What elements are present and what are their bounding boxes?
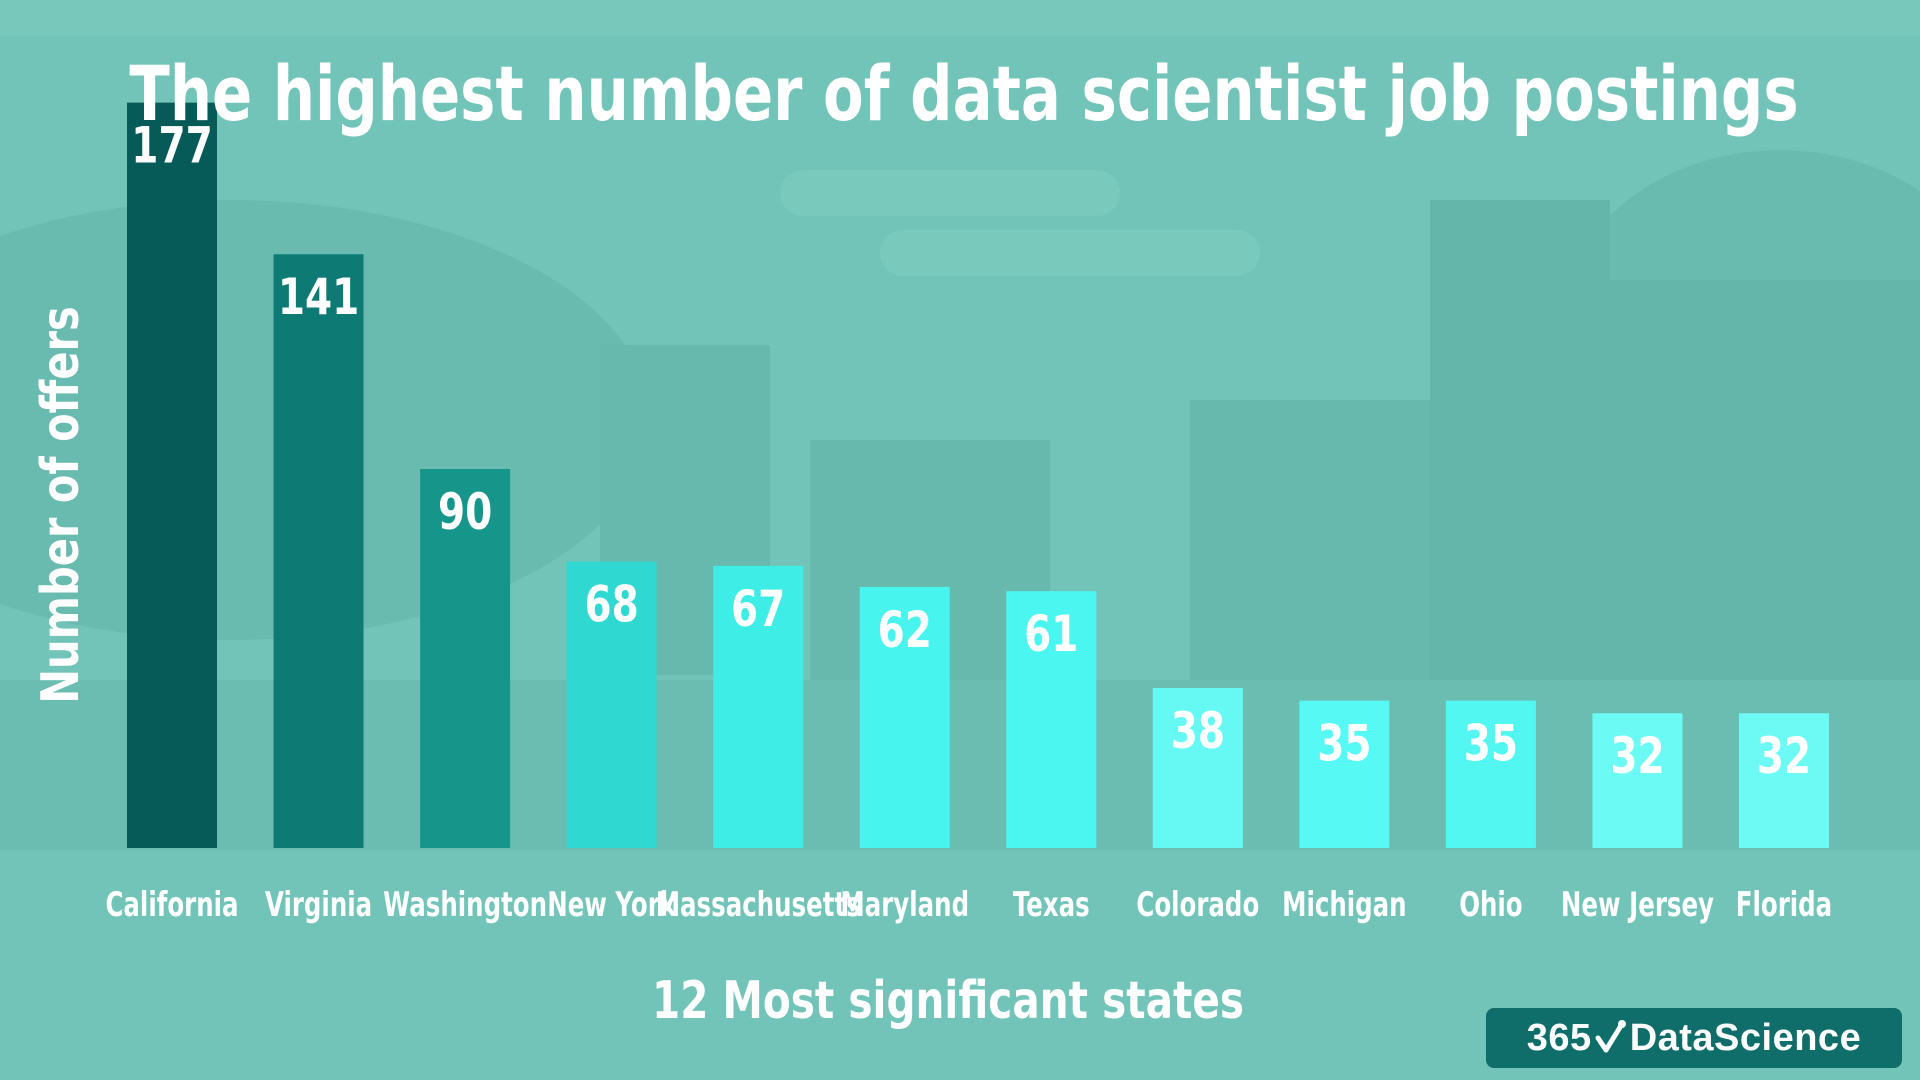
bar-value-label: 177 xyxy=(131,116,212,175)
bar-value-label: 61 xyxy=(1024,604,1078,663)
x-tick-label: Florida xyxy=(1736,885,1832,924)
bar-value-label: 32 xyxy=(1757,726,1811,785)
bar-value-label: 35 xyxy=(1464,714,1518,773)
x-tick-label: Michigan xyxy=(1282,885,1406,924)
value-labels-layer: 177 141 90 68 67 62 61 38 35 35 32 32 xyxy=(131,116,1811,786)
logo-text-brand: DataScience xyxy=(1629,1016,1862,1059)
bar-california xyxy=(127,102,217,849)
bar-value-label: 35 xyxy=(1317,714,1371,773)
bar-value-label: 67 xyxy=(731,579,785,638)
x-tick-label: New Jersey xyxy=(1561,885,1714,924)
bar-value-label: 68 xyxy=(585,575,639,634)
x-tick-label: Massachusetts xyxy=(656,885,861,924)
x-tick-label: Washington xyxy=(383,885,547,924)
bar-maryland xyxy=(859,586,950,848)
y-axis-label: Number of offers xyxy=(31,306,92,704)
bar-new-york xyxy=(566,561,657,848)
bar-new-jersey xyxy=(1592,713,1683,848)
x-tick-label: California xyxy=(105,885,238,924)
bar-colorado xyxy=(1152,687,1243,848)
x-tick-label: Virginia xyxy=(265,885,372,924)
x-axis-label: 12 Most significant states xyxy=(652,970,1244,1030)
bar-value-label: 90 xyxy=(438,482,492,541)
check-icon xyxy=(1595,1020,1626,1053)
chart-title: The highest number of data scientist job… xyxy=(129,51,1798,139)
bar-texas xyxy=(1006,591,1097,848)
bar-value-label: 141 xyxy=(278,267,359,326)
x-tick-label: Texas xyxy=(1013,885,1090,924)
brand-logo: 365 DataScience xyxy=(1486,1008,1902,1068)
bar-michigan xyxy=(1299,700,1390,848)
bar-value-label: 38 xyxy=(1171,701,1225,760)
bar-florida xyxy=(1739,713,1829,848)
bars-layer xyxy=(127,102,1829,849)
x-tick-label: Maryland xyxy=(840,885,969,924)
category-labels-layer: California Virginia Washington New YorkMass… xyxy=(105,885,1832,924)
x-tick-label: Colorado xyxy=(1136,885,1259,924)
x-tick-label: New York xyxy=(547,885,677,924)
bar-ohio xyxy=(1445,700,1536,848)
logo-text-number: 365 xyxy=(1526,1016,1592,1059)
bar-massachusetts xyxy=(713,565,804,848)
x-tick-label: Ohio xyxy=(1459,885,1522,924)
bar-virginia xyxy=(273,254,364,848)
bar-value-label: 32 xyxy=(1610,726,1664,785)
bar-washington xyxy=(420,469,511,848)
bar-value-label: 62 xyxy=(878,600,932,659)
